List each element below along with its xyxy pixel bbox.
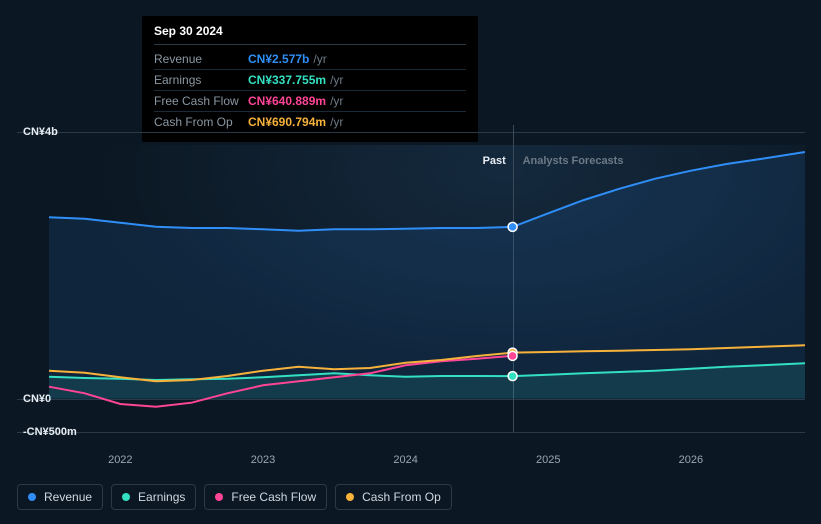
tooltip-row-label: Revenue [154,52,248,66]
chart-tooltip: Sep 30 2024 RevenueCN¥2.577b/yrEarningsC… [142,16,478,142]
x-axis-label: 2022 [108,454,132,466]
tooltip-date: Sep 30 2024 [154,24,466,45]
marker-revenue [508,222,517,231]
marker-fcf [508,351,517,360]
legend-item-cfo[interactable]: Cash From Op [335,484,452,510]
chart-legend: Revenue Earnings Free Cash Flow Cash From O… [17,484,452,510]
x-axis-label: 2026 [679,454,703,466]
legend-dot-icon [122,493,130,501]
x-axis-label: 2024 [393,454,417,466]
tooltip-row-unit: /yr [330,73,343,87]
marker-earnings [508,372,517,381]
tooltip-row-label: Earnings [154,73,248,87]
tooltip-rows: RevenueCN¥2.577b/yrEarningsCN¥337.755m/y… [154,49,466,132]
legend-item-earnings[interactable]: Earnings [111,484,196,510]
legend-dot-icon [28,493,36,501]
tooltip-row: RevenueCN¥2.577b/yr [154,49,466,70]
tooltip-row-value: CN¥640.889m [248,94,326,108]
past-section-label: Past [483,155,506,167]
legend-item-label: Earnings [138,490,185,504]
legend-dot-icon [346,493,354,501]
forecast-section-label: Analysts Forecasts [523,155,624,167]
tooltip-row-unit: /yr [313,52,326,66]
legend-item-fcf[interactable]: Free Cash Flow [204,484,327,510]
tooltip-row-value: CN¥337.755m [248,73,326,87]
financials-chart: CN¥4bCN¥0-CN¥500m20222023202420252026 Pa… [17,125,805,445]
x-axis-label: 2025 [536,454,560,466]
x-axis-label: 2023 [251,454,275,466]
legend-item-label: Cash From Op [362,490,441,504]
chart-plot-svg [49,125,805,445]
legend-item-label: Free Cash Flow [231,490,316,504]
tooltip-row: EarningsCN¥337.755m/yr [154,70,466,91]
y-axis-label: CN¥0 [23,393,51,405]
legend-item-label: Revenue [44,490,92,504]
legend-dot-icon [215,493,223,501]
tooltip-row-unit: /yr [330,94,343,108]
tooltip-row-value: CN¥2.577b [248,52,309,66]
tooltip-row-label: Free Cash Flow [154,94,248,108]
tooltip-row: Free Cash FlowCN¥640.889m/yr [154,91,466,112]
legend-item-revenue[interactable]: Revenue [17,484,103,510]
